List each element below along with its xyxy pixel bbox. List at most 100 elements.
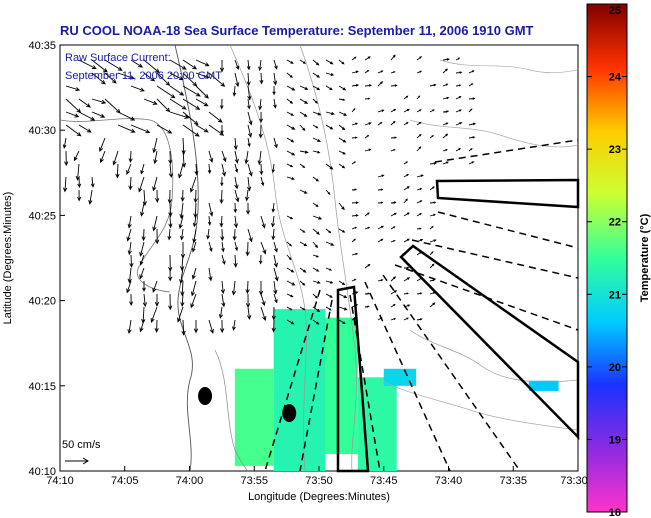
current-vector	[312, 176, 320, 182]
current-vector	[143, 98, 158, 105]
current-vector	[468, 108, 473, 113]
current-vector	[245, 280, 250, 295]
current-vector	[245, 293, 251, 308]
current-vector	[221, 241, 225, 253]
buoy-markers	[198, 387, 297, 423]
current-vector	[364, 305, 370, 308]
current-vector	[286, 124, 296, 130]
current-vector	[193, 320, 199, 334]
sst-patch	[383, 368, 417, 386]
current-vector	[271, 215, 276, 228]
radar-beam-outlines	[336, 178, 580, 473]
current-vector	[442, 110, 450, 113]
current-vector	[325, 163, 334, 170]
current-vector	[126, 228, 132, 242]
current-vector	[299, 267, 307, 273]
current-vector	[62, 137, 67, 149]
current-vector	[91, 72, 106, 85]
current-vector	[246, 72, 251, 87]
current-vector	[142, 281, 146, 292]
current-vector	[416, 146, 422, 152]
current-vector	[455, 148, 462, 152]
current-vector	[416, 318, 423, 321]
current-vector	[312, 254, 320, 258]
current-vector	[338, 319, 346, 325]
y-tick-label: 40:10	[28, 466, 56, 478]
current-vector	[233, 254, 238, 268]
current-vector	[127, 319, 132, 335]
current-vector	[153, 150, 158, 165]
current-vector	[90, 176, 95, 188]
current-vector	[338, 306, 348, 311]
current-vector	[234, 150, 239, 164]
current-vector	[377, 121, 383, 126]
current-vector	[338, 137, 347, 143]
current-vector	[403, 317, 409, 321]
current-vector	[141, 228, 146, 242]
current-vector	[468, 161, 475, 165]
current-vector	[416, 174, 424, 178]
current-vector	[142, 189, 147, 207]
current-vector	[455, 96, 462, 100]
current-vector	[390, 71, 396, 74]
current-vector	[286, 280, 296, 286]
current-vector	[247, 306, 252, 321]
y-tick-label: 40:35	[28, 40, 56, 52]
current-vector	[286, 98, 294, 104]
current-vector	[78, 111, 96, 121]
x-tick-label: 73:30	[560, 475, 588, 487]
current-vector	[468, 83, 474, 87]
current-vector	[273, 254, 278, 268]
current-vector	[377, 174, 385, 178]
current-vector	[377, 201, 384, 204]
current-vector	[152, 280, 158, 293]
current-vector	[403, 161, 409, 165]
current-vector	[247, 163, 253, 177]
current-vector	[127, 215, 132, 229]
current-vector	[429, 225, 434, 230]
current-vector	[312, 85, 321, 91]
current-vector	[245, 189, 249, 202]
current-vector	[182, 72, 198, 87]
current-vector	[338, 228, 346, 233]
current-vector	[325, 228, 332, 234]
current-vector	[338, 98, 346, 101]
x-tick-label: 73:35	[499, 475, 527, 487]
current-vector	[364, 212, 370, 217]
current-vector	[179, 267, 184, 285]
current-vector	[182, 111, 199, 126]
current-vector	[77, 176, 82, 189]
current-vector	[91, 59, 108, 73]
current-vector	[364, 84, 373, 87]
x-tick-label: 73:45	[370, 475, 398, 487]
current-vector	[234, 72, 240, 88]
current-vector	[312, 137, 321, 142]
current-vector	[325, 111, 335, 116]
current-vector	[286, 215, 294, 220]
current-vector	[351, 136, 358, 139]
current-vector	[88, 189, 93, 205]
current-vector	[351, 70, 359, 74]
colorbar-label: Temperature (°C)	[639, 213, 651, 302]
current-vector	[377, 81, 384, 87]
current-vector	[219, 98, 224, 110]
current-vector	[218, 306, 223, 319]
current-vector	[221, 163, 227, 177]
colorbar-tick-label: 23	[609, 144, 621, 156]
current-vector	[219, 319, 225, 334]
current-vector	[140, 202, 145, 217]
current-vector	[299, 98, 309, 104]
current-vector	[91, 98, 107, 104]
current-vector	[403, 238, 410, 243]
current-vector	[65, 85, 81, 92]
y-tick-label: 40:30	[28, 125, 56, 137]
current-vector	[442, 58, 450, 61]
current-vector	[271, 202, 275, 213]
current-vector	[91, 111, 106, 118]
current-vector	[182, 98, 201, 110]
current-vector	[429, 201, 437, 204]
current-vector	[156, 124, 173, 134]
current-vector	[234, 163, 239, 174]
current-vector	[351, 238, 356, 243]
current-vector	[468, 122, 476, 126]
